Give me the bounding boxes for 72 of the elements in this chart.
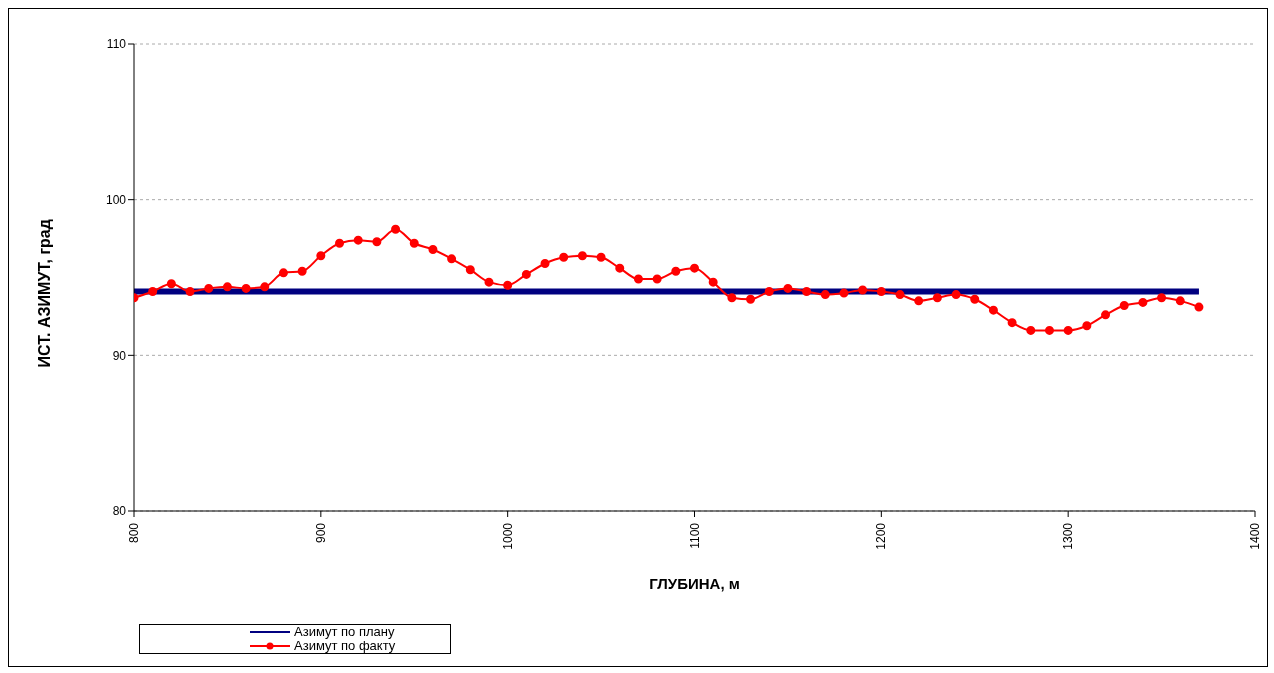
point [839,288,849,298]
point [895,290,905,300]
point [335,238,345,248]
point [746,294,756,304]
point [970,294,980,304]
point [615,263,625,273]
x-tick-label: 1100 [687,522,702,549]
point [447,254,457,264]
point [1044,325,1054,335]
point [1082,321,1092,331]
x-tick-label: 1000 [500,522,515,550]
point [297,266,307,276]
point [858,285,868,295]
point [1101,310,1111,320]
point [503,280,513,290]
point [409,238,419,248]
x-tick-label: 1200 [874,522,889,550]
point [148,287,158,297]
point [1157,293,1167,303]
point [783,283,793,293]
point [577,251,587,261]
point [1063,325,1073,335]
point [1119,301,1129,311]
y-tick-label: 110 [106,37,127,52]
point [708,277,718,287]
point [1007,318,1017,328]
point [596,252,606,262]
point [727,293,737,303]
point [671,266,681,276]
legend-label: Азимут по факту [294,638,396,653]
x-tick-label: 1300 [1061,522,1076,550]
point [802,287,812,297]
point [372,237,382,247]
x-tick-label: 900 [313,522,328,544]
point [353,235,363,245]
point [521,269,531,279]
legend-label: Азимут по плану [294,624,395,639]
point [391,224,401,234]
point [428,244,438,254]
point [1026,325,1036,335]
y-tick-label: 100 [105,192,127,207]
y-axis-title: ИСТ. АЗИМУТ, град [35,219,53,368]
point [820,290,830,300]
x-tick-label: 800 [127,522,141,544]
point [951,290,961,300]
point [241,283,251,293]
point [316,251,326,261]
point [484,277,494,287]
point [876,287,886,297]
y-tick-label: 90 [112,348,127,363]
point [204,283,214,293]
point [166,279,176,289]
x-axis-title: ГЛУБИНА, м [649,575,740,592]
point [1175,296,1185,306]
point [1138,297,1148,307]
point [185,287,195,297]
point [914,296,924,306]
point [633,274,643,284]
y-tick-label: 80 [112,504,127,519]
point [278,268,288,278]
point [690,263,699,273]
point [222,282,232,292]
point [260,282,270,292]
x-tick-label: 1400 [1248,522,1262,550]
point [559,252,569,262]
point [1194,302,1204,312]
point [465,265,475,275]
point [764,287,774,297]
point [652,274,662,284]
point [988,305,998,315]
point [932,293,942,303]
point [540,258,550,268]
